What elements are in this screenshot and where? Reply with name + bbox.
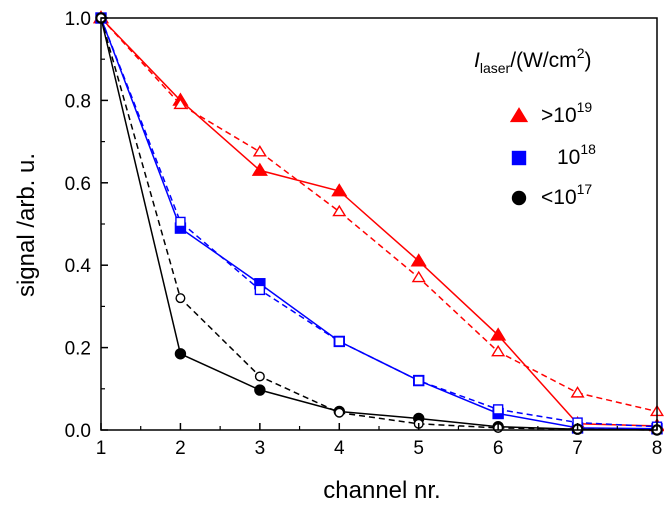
data-point [490, 327, 507, 341]
y-tick-label: 0.8 [65, 91, 91, 112]
data-point [254, 384, 266, 396]
y-tick-label: 0.6 [65, 174, 91, 195]
data-point [334, 407, 345, 418]
series-3 [95, 12, 663, 432]
data-point [174, 348, 187, 360]
legend: Ilaser/(W/cm2) >1019 1018 <1017 [474, 45, 596, 209]
data-point [332, 204, 347, 217]
y-tick-label: 0.0 [65, 421, 91, 442]
y-tick-label: 1.0 [65, 9, 91, 30]
series-line [100, 17, 658, 431]
data-point [492, 404, 504, 415]
legend-label: 1018 [557, 141, 596, 169]
y-tick-label: 0.2 [65, 339, 91, 360]
legend-title-superscript: 2 [577, 45, 585, 61]
legend-title-unit: /(W/cm [510, 49, 576, 72]
legend-title: Ilaser/(W/cm2) [474, 45, 591, 76]
x-tick-label: 3 [255, 438, 266, 459]
legend-label: >1019 [541, 99, 592, 127]
series-line [100, 17, 658, 428]
series-1 [93, 11, 664, 417]
x-tick-label: 1 [96, 438, 107, 459]
data-point [413, 375, 424, 386]
y-axis-title: signal /arb. u. [13, 153, 40, 297]
data-point [491, 344, 506, 357]
legend-label: <1017 [541, 181, 592, 209]
data-point [175, 216, 186, 228]
legend-marker [511, 150, 527, 166]
data-point [252, 145, 267, 157]
data-point [254, 284, 266, 296]
data-point [411, 270, 426, 283]
data-point [410, 253, 427, 267]
x-tick-label: 7 [572, 438, 583, 459]
series-line [100, 17, 658, 413]
data-point [175, 293, 186, 304]
data-point [334, 336, 345, 347]
legend-marker [511, 190, 527, 206]
x-tick-label: 4 [334, 438, 345, 459]
data-point [173, 97, 188, 110]
x-tick-label: 6 [493, 438, 504, 459]
legend-entry-0: >1019 [509, 99, 592, 127]
axes-layer: 1 2 3 4 5 6 7 8 0.0 0.2 0.4 0.6 0.8 1.0 [65, 9, 663, 459]
data-point [251, 162, 268, 176]
data-point [331, 183, 348, 197]
series-layer [92, 10, 664, 436]
y-tick-label: 0.4 [65, 256, 92, 277]
x-axis-title: channel nr. [323, 477, 440, 504]
x-tick-label: 5 [413, 438, 424, 459]
legend-title-symbol: I [474, 49, 480, 72]
x-tick-label: 2 [175, 438, 186, 459]
x-tick-label: 8 [652, 438, 663, 459]
legend-marker [509, 107, 529, 123]
data-point [254, 371, 265, 382]
data-point [570, 386, 585, 398]
legend-entry-1: 1018 [511, 141, 596, 169]
legend-entry-2: <1017 [511, 181, 592, 209]
legend-title-subscript: laser [480, 60, 511, 76]
legend-title-close: ) [584, 49, 591, 72]
